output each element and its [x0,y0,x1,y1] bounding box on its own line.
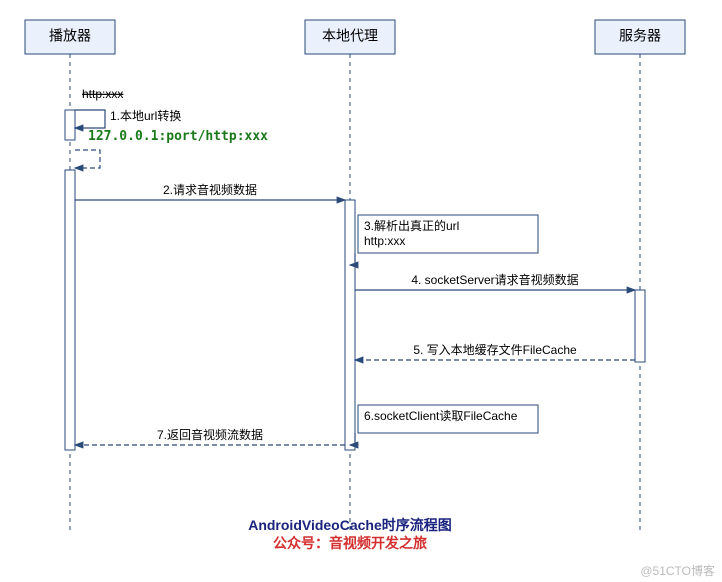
participant-label-server: 服务器 [619,28,661,44]
msg-label-2: 2.请求音视频数据 [163,182,257,197]
activation-proxy-2 [345,200,355,450]
activation-player-1 [65,170,75,450]
proxy-url: 127.0.0.1:port/http:xxx [88,129,268,144]
activation-player-0 [65,110,75,140]
msg-label-3b: http:xxx [364,234,405,248]
msg-label-6: 6.socketClient读取FileCache [364,409,518,423]
msg-label-1: 1.本地url转换 [110,108,181,123]
caption-subtitle: 公众号：音视频开发之旅 [273,535,427,551]
activation-server-3 [635,290,645,362]
msg-label-5: 5. 写入本地缓存文件FileCache [413,342,577,357]
msg-label-3: 3.解析出真正的url [364,218,459,233]
msg-label-7: 7.返回音视频流数据 [157,427,263,442]
msg-label-4: 4. socketServer请求音视频数据 [411,272,578,287]
participant-label-proxy: 本地代理 [322,28,378,44]
self-return-1 [75,150,100,168]
participant-label-player: 播放器 [49,28,91,44]
caption-title: AndroidVideoCache时序流程图 [248,517,452,533]
sequence-diagram: 播放器 本地代理 服务器 http:xxx 1.本地url转换 127.0.0.1:por… [0,0,722,582]
original-url: http:xxx [82,87,123,101]
self-msg-1 [75,110,105,128]
watermark: @51CTO博客 [640,563,715,578]
